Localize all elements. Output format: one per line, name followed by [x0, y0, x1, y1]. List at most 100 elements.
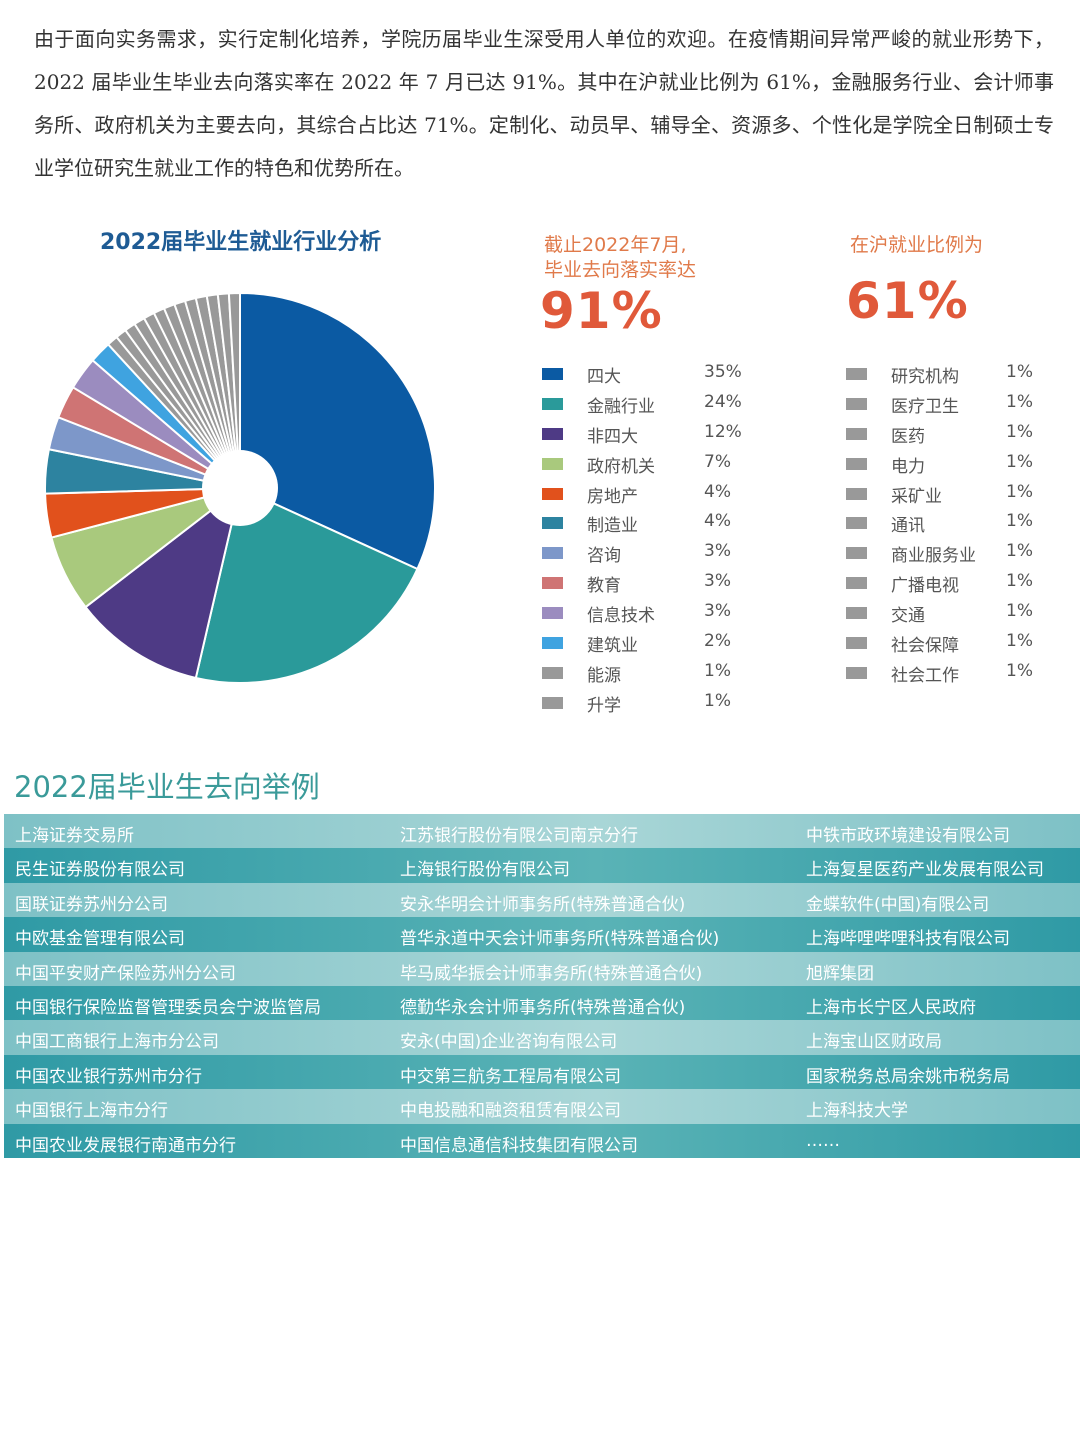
placement-rate-value: 91% [540, 282, 663, 340]
table-cell: 上海银行股份有限公司 [400, 860, 570, 881]
legend-value: 1% [704, 660, 731, 681]
legend-swatch [846, 666, 867, 679]
legend-label: 社会保障 [891, 636, 959, 657]
pie-slice-0 [239, 291, 436, 571]
legend-swatch [542, 666, 563, 679]
legend-swatch [542, 696, 563, 709]
table-cell: 上海哔哩哔哩科技有限公司 [806, 929, 1010, 950]
table-cell: 中国平安财产保险苏州分公司 [15, 963, 236, 984]
legend-swatch [846, 368, 867, 380]
table-cell: 中电投融和融资租赁有限公司 [400, 1101, 621, 1122]
table-cell: 中国农业银行苏州市分行 [15, 1066, 202, 1087]
legend-swatch [846, 577, 867, 590]
legend-swatch [542, 517, 563, 530]
legend-swatch [846, 607, 867, 620]
legend-label: 通讯 [891, 516, 925, 537]
table-cell: …… [806, 1130, 840, 1151]
legend-value: 1% [1006, 391, 1033, 412]
table-cell: 普华永道中天会计师事务所(特殊普通合伙) [400, 929, 720, 950]
table-cell: 安永(中国)企业咨询有限公司 [400, 1032, 618, 1053]
legend-label: 交通 [891, 606, 925, 627]
legend-label: 教育 [587, 576, 621, 597]
legend-value: 1% [1006, 451, 1033, 472]
legend-value: 4% [704, 481, 731, 502]
table-cell: 民生证券股份有限公司 [15, 860, 185, 881]
legend-value: 1% [1006, 660, 1033, 681]
table-cell: 毕马威华振会计师事务所(特殊普通合伙) [400, 963, 703, 984]
legend-label: 商业服务业 [891, 546, 976, 567]
legend-value: 2% [704, 631, 731, 652]
legend-swatch [542, 457, 563, 470]
legend-value: 1% [1006, 421, 1033, 442]
legend-value: 3% [704, 541, 731, 562]
table-cell: 中国工商银行上海市分公司 [15, 1032, 219, 1053]
table-cell: 上海宝山区财政局 [806, 1032, 942, 1053]
legend-value: 1% [704, 690, 731, 711]
table-row: 民生证券股份有限公司 上海银行股份有限公司 上海复星医药产业发展有限公司 [4, 848, 1080, 883]
table-cell: 金蝶软件(中国)有限公司 [806, 894, 990, 915]
legend-swatch [542, 607, 563, 620]
legend-swatch [846, 517, 867, 530]
destinations-title: 2022届毕业生去向举例 [14, 770, 320, 804]
legend-label: 能源 [587, 665, 621, 686]
table-row: 中国农业发展银行南通市分行 中国信息通信科技集团有限公司 …… [4, 1123, 1080, 1158]
legend-swatch [846, 547, 867, 560]
table-cell: 中交第三航务工程局有限公司 [400, 1066, 621, 1087]
table-cell: 中欧基金管理有限公司 [15, 929, 185, 950]
shanghai-ratio-value: 61% [846, 272, 969, 330]
legend-value: 3% [704, 571, 731, 592]
legend-swatch [846, 457, 867, 470]
table-cell: 国家税务总局余姚市税务局 [806, 1066, 1010, 1087]
legend-swatch [542, 368, 563, 380]
table-cell: 上海证券交易所 [15, 826, 134, 846]
legend-label: 金融行业 [587, 396, 655, 417]
legend-swatch [846, 427, 867, 440]
table-cell: 中国银行上海市分行 [15, 1101, 168, 1122]
legend-value: 1% [1006, 571, 1033, 592]
chart-title: 2022届毕业生就业行业分析 [100, 230, 382, 255]
table-row: 中国银行保险监督管理委员会宁波监管局 德勤华永会计师事务所(特殊普通合伙) 上海市长… [4, 985, 1080, 1021]
legend-label: 升学 [587, 695, 621, 716]
legend-label: 采矿业 [891, 486, 942, 507]
legend-swatch [846, 487, 867, 500]
legend-label: 信息技术 [587, 606, 655, 627]
table-cell: 安永华明会计师事务所(特殊普通合伙) [400, 894, 686, 915]
placement-rate-caption: 截止2022年7月, 毕业去向落实率达 [544, 234, 697, 281]
legend-value: 1% [1006, 511, 1033, 532]
table-row: 国联证券苏州分公司 安永华明会计师事务所(特殊普通合伙) 金蝶软件(中国)有限公司 [4, 882, 1080, 918]
table-cell: 上海复星医药产业发展有限公司 [806, 860, 1044, 881]
legend-label: 电力 [891, 456, 925, 477]
table-cell: 德勤华永会计师事务所(特殊普通合伙) [400, 997, 686, 1018]
table-row: 中国农业银行苏州市分行 中交第三航务工程局有限公司 国家税务总局余姚市税务局 [4, 1054, 1080, 1090]
legend-label: 政府机关 [587, 456, 655, 477]
table-row: 中国银行上海市分行 中电投融和融资租赁有限公司 上海科技大学 [4, 1089, 1080, 1124]
table-row: 中国工商银行上海市分公司 安永(中国)企业咨询有限公司 上海宝山区财政局 [4, 1020, 1080, 1055]
table-cell: 中国银行保险监督管理委员会宁波监管局 [15, 997, 321, 1018]
shanghai-ratio-caption: 在沪就业比例为 [850, 234, 984, 256]
legend-swatch [542, 397, 563, 410]
legend-label: 医疗卫生 [891, 396, 959, 417]
legend-value: 3% [704, 601, 731, 622]
intro-paragraph: 由于面向实务需求，实行定制化培养，学院历届毕业生深受用人单位的欢迎。在疫情期间异… [34, 27, 1054, 180]
donut-hole [202, 450, 278, 526]
legend-label: 建筑业 [587, 636, 638, 657]
destinations-table: 上海证券交易所 江苏银行股份有限公司南京分行 中铁市政环境建设有限公司 民生证券股份有… [4, 814, 1080, 1158]
legend-swatch [542, 487, 563, 500]
table-row: 上海证券交易所 江苏银行股份有限公司南京分行 中铁市政环境建设有限公司 [4, 814, 1080, 849]
table-cell: 江苏银行股份有限公司南京分行 [400, 826, 638, 846]
legend-value: 1% [1006, 362, 1033, 382]
legend-label: 医药 [891, 426, 925, 447]
legend-value: 1% [1006, 631, 1033, 652]
table-row: 中国平安财产保险苏州分公司 毕马威华振会计师事务所(特殊普通合伙) 旭辉集团 [4, 951, 1080, 986]
legend-value: 1% [1006, 481, 1033, 502]
legend-swatch [542, 427, 563, 440]
table-cell: 国联证券苏州分公司 [15, 894, 168, 915]
legend-swatch [542, 547, 563, 560]
industry-pie-chart [44, 291, 436, 684]
legend-label: 制造业 [587, 516, 638, 537]
legend-swatch [542, 637, 563, 650]
legend-value: 1% [1006, 541, 1033, 562]
legend-label: 社会工作 [891, 665, 959, 686]
legend-value: 12% [704, 421, 742, 442]
table-cell: 上海科技大学 [806, 1101, 908, 1122]
